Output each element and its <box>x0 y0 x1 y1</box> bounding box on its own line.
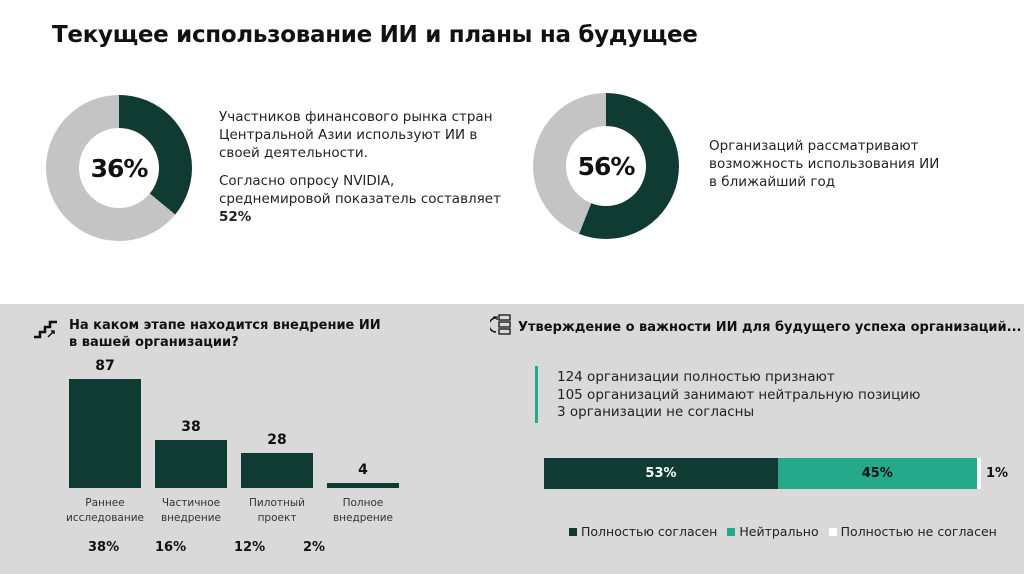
text-line: в ближайший год <box>709 174 836 190</box>
bar-percent-label: 38% <box>88 540 120 555</box>
bar-percent-label: 12% <box>234 540 266 555</box>
legend-label: Полностью согласен <box>581 524 718 539</box>
bar-value-label: 4 <box>358 461 368 478</box>
text-line: Организаций рассматривают <box>709 138 919 154</box>
legend-item: Полностью не согласен <box>828 524 997 539</box>
text-line: Участников финансового рынка стран <box>219 109 493 125</box>
bar-category-label: Полное внедрение <box>332 497 394 524</box>
text-line: Центральной Азии используют ИИ в <box>219 127 478 143</box>
legend-label: Полностью не согласен <box>840 524 997 539</box>
stacked-segment <box>976 458 981 489</box>
note-line: 3 организации не согласны <box>557 404 755 420</box>
donut-chart-plans: 56% <box>533 93 679 239</box>
bar-percent-label: 16% <box>155 540 187 555</box>
donut-label: 36% <box>79 128 159 208</box>
stacked-bar: 53% 45% <box>544 458 981 489</box>
stacked-notes: 124 организации полностью признают 105 о… <box>557 369 920 422</box>
legend-item: Полностью согласен <box>569 524 717 539</box>
legend-item: Нейтрально <box>727 524 819 539</box>
bar <box>69 379 141 488</box>
donut-label: 56% <box>566 126 646 206</box>
accent-divider <box>535 366 538 423</box>
bar-percent-label: 2% <box>303 540 326 555</box>
text-line: возможность использования ИИ <box>709 156 940 172</box>
page-title: Текущее использование ИИ и планы на буду… <box>52 22 698 48</box>
note-line: 124 организации полностью признают <box>557 369 835 385</box>
legend-swatch <box>828 527 837 536</box>
text-line: своей деятельности. <box>219 145 368 161</box>
bar-category-label: Пилотный проект <box>249 497 305 524</box>
text-line: Согласно опросу NVIDIA, <box>219 173 395 189</box>
usage-description: Участников финансового рынка стран Центр… <box>219 108 501 226</box>
bar <box>155 440 227 488</box>
segment-label-disagree: 1% <box>986 466 1009 481</box>
bar-category-label: Раннее исследование <box>66 497 144 524</box>
list-refresh-icon <box>490 314 511 335</box>
stacked-segment: 45% <box>777 458 977 489</box>
stacked-segment: 53% <box>544 458 778 489</box>
global-average-value: 52% <box>219 209 252 225</box>
bottom-panel <box>0 304 1024 574</box>
note-line: 105 организаций занимают нейтральную поз… <box>557 386 921 403</box>
legend-swatch <box>727 527 736 536</box>
stacked-chart-title: Утверждение о важности ИИ для будущего у… <box>518 320 1022 335</box>
stairs-icon <box>34 320 57 339</box>
plans-description: Организаций рассматривают возможность ис… <box>709 137 939 191</box>
legend-label: Нейтрально <box>739 524 819 539</box>
bar-value-label: 38 <box>181 419 201 436</box>
legend-swatch <box>569 527 577 536</box>
bar-value-label: 28 <box>267 431 287 448</box>
text-line: среднемировой показатель составляет <box>219 191 501 207</box>
bar-value-label: 87 <box>95 358 115 374</box>
bar-category-label: Частичное внедрение <box>160 497 222 524</box>
bar <box>241 452 313 488</box>
bar-chart-title: На каком этапе находится внедрение ИИ в … <box>69 318 381 350</box>
donut-chart-usage: 36% <box>46 95 192 241</box>
legend: Полностью согласен Нейтрально Полностью не… <box>569 524 997 539</box>
bar <box>327 482 399 488</box>
